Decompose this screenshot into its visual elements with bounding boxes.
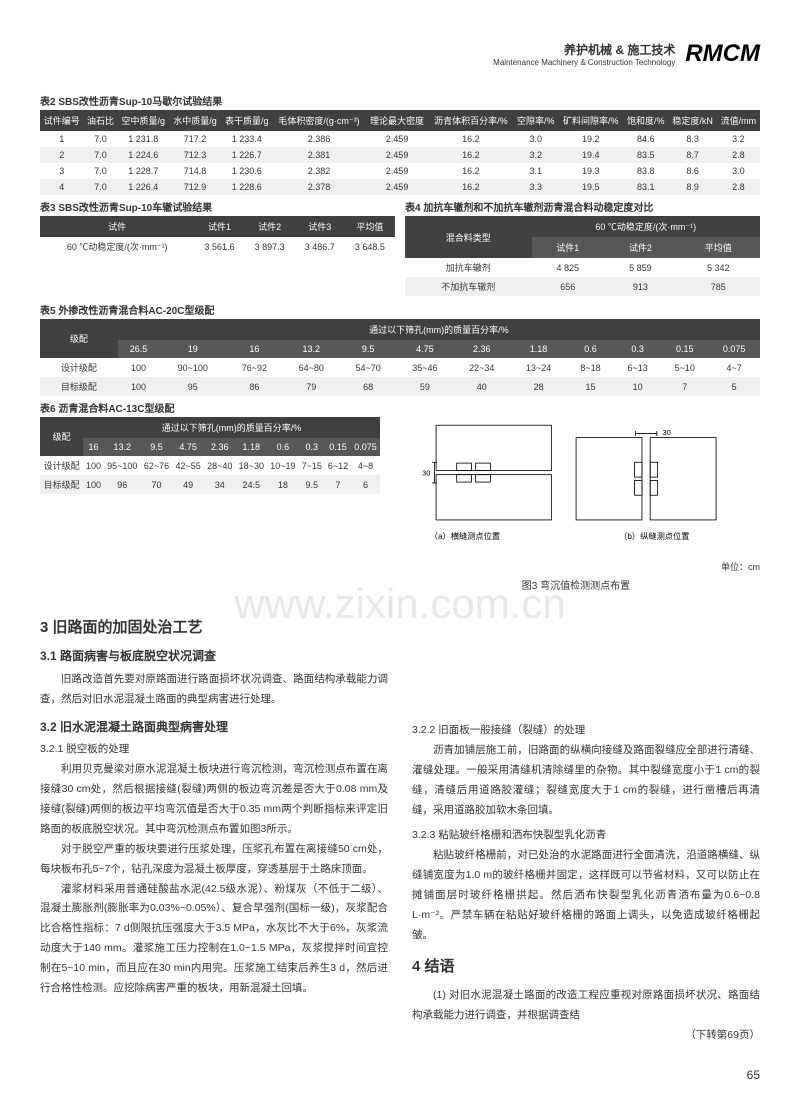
para-321c: 灌浆材料采用普通硅酸盐水泥(42.5级水泥）、粉煤灰（不低于二级）、混凝土膨胀剂… (40, 880, 388, 1000)
para-321b: 对于脱空严重的板块要进行压浆处理，压浆孔布置在离接缝50 cm处，每块板布孔5~… (40, 840, 388, 880)
sec321-heading: 3.2.1 脱空板的处理 (40, 741, 388, 756)
sec323-heading: 3.2.3 粘贴玻纤格栅和洒布快裂型乳化沥青 (412, 827, 760, 842)
svg-text:（b）纵缝测点位置: （b）纵缝测点位置 (619, 531, 689, 541)
para-321a: 利用贝克曼梁对原水泥混凝土板块进行弯沉检测，弯沉检测点布置在离接缝30 cm处，… (40, 760, 388, 840)
figure3-svg: 30 （a）横缝测点位置 30 （b）纵缝测点位置 (392, 417, 760, 557)
header-cn: 养护机械 & 施工技术 (493, 41, 675, 58)
table4-caption: 表4 加抗车辙剂和不加抗车辙剂沥青混合料动稳定度对比 (405, 199, 760, 214)
table3-caption: 表3 SBS改性沥青Sup-10车辙试验结果 (40, 199, 395, 214)
svg-text:30: 30 (662, 428, 670, 437)
sec31-heading: 3.1 路面病害与板底脱空状况调查 (40, 647, 388, 664)
sec3-heading: 3 旧路面的加固处治工艺 (40, 616, 388, 637)
svg-text:（a）横缝测点位置: （a）横缝测点位置 (430, 531, 500, 541)
table2: 试件编号油石比空中质量/g水中质量/g表干质量/g毛体积密度/(g·cm⁻³)理… (40, 110, 760, 195)
para-322: 沥青加铺层施工前，旧路面的纵横向接缝及路面裂缝应全部进行清缝、灌缝处理。一般采用… (412, 741, 760, 821)
para-4: (1) 对旧水泥混凝土路面的改造工程应重视对原路面损坏状况、路面结构承载能力进行… (412, 986, 760, 1026)
para-323: 粘贴玻纤格栅前，对已处治的水泥路面进行全面清洗，沿道路横缝、纵缝铺宽度为1.0 … (412, 846, 760, 946)
page-header: 养护机械 & 施工技术 Maintenance Machinery & Cons… (40, 40, 760, 68)
table6: 级配通过以下筛孔(mm)的质量百分率/%1613.29.54.752.361.1… (40, 417, 380, 494)
svg-text:30: 30 (422, 468, 430, 477)
table5: 级配通过以下筛孔(mm)的质量百分率/%26.5191613.29.54.752… (40, 319, 760, 396)
sec4-heading: 4 结语 (412, 955, 760, 976)
header-logo: RMCM (685, 40, 760, 68)
table5-caption: 表5 外掺改性沥青混合料AC-20C型级配 (40, 302, 760, 317)
header-en: Maintenance Machinery & Construction Tec… (493, 58, 675, 67)
table3: 试件试件1试件2试件3平均值60 ℃动稳定度/(次·mm⁻¹)3 561.63 … (40, 216, 395, 256)
figure3-unit: 单位：cm (392, 560, 760, 573)
page-number: 65 (747, 1068, 760, 1082)
sec322-heading: 3.2.2 旧面板一般接缝（裂缝）的处理 (412, 722, 760, 737)
continuation-note: （下转第69页） (412, 1026, 760, 1046)
table4: 混合料类型60 ℃动稳定度/(次·mm⁻¹)试件1试件2平均值加抗车辙剂4 82… (405, 216, 760, 296)
sec32-heading: 3.2 旧水泥混凝土路面典型病害处理 (40, 718, 388, 735)
table6-caption: 表6 沥青混合料AC-13C型级配 (40, 400, 760, 415)
figure3-caption: 图3 弯沉值检测测点布置 (392, 577, 760, 592)
table2-caption: 表2 SBS改性沥青Sup-10马歇尔试验结果 (40, 93, 760, 108)
para-31: 旧路改造首先要对原路面进行路面损坏状况调查、路面结构承载能力调查，然后对旧水泥混… (40, 670, 388, 710)
